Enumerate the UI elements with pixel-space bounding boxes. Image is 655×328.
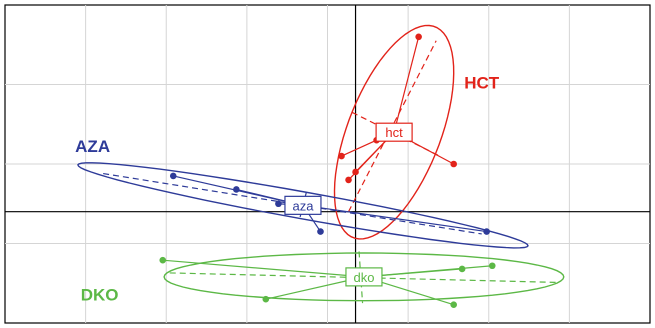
group-label-dko: DKO (81, 286, 119, 305)
data-point-aza (483, 228, 490, 235)
group-dko: dko DKO (81, 251, 565, 309)
data-point-hct (352, 168, 359, 176)
center-box-aza (284, 195, 322, 215)
groups: hct HCT aza AZA dko DKO (75, 24, 565, 309)
data-point-hct (338, 152, 345, 160)
data-point-aza (275, 200, 282, 208)
data-point-hct (415, 33, 422, 41)
data-point-hct (450, 160, 457, 168)
data-point-aza (317, 228, 324, 235)
data-point-aza (233, 186, 240, 193)
group-label-aza: AZA (75, 137, 110, 156)
data-point-dko (488, 262, 496, 270)
center-box-dko (345, 267, 383, 287)
star-segment-aza (302, 204, 487, 233)
star-segment-dko (162, 259, 365, 278)
center-label-dko: dko (353, 270, 374, 285)
data-point-hct (345, 176, 352, 184)
group-label-hct: HCT (464, 73, 500, 92)
data-point-dko (458, 265, 466, 273)
data-point-dko (159, 256, 167, 264)
center-label-hct: hct (385, 125, 403, 140)
group-aza: aza AZA (75, 137, 529, 249)
center-label-aza: aza (292, 198, 314, 213)
star-segment-dko (363, 265, 493, 278)
star-segment-hct (393, 36, 420, 133)
ellipse-aza (77, 162, 529, 249)
ellipse-hct (333, 24, 455, 240)
data-point-aza (169, 172, 177, 180)
group-hct: hct HCT (333, 24, 500, 240)
center-box-hct (375, 122, 413, 142)
data-point-dko (450, 301, 457, 309)
data-point-dko (262, 295, 270, 303)
ellipse-dko (163, 252, 565, 302)
ellipse-axis-hct (347, 40, 437, 212)
